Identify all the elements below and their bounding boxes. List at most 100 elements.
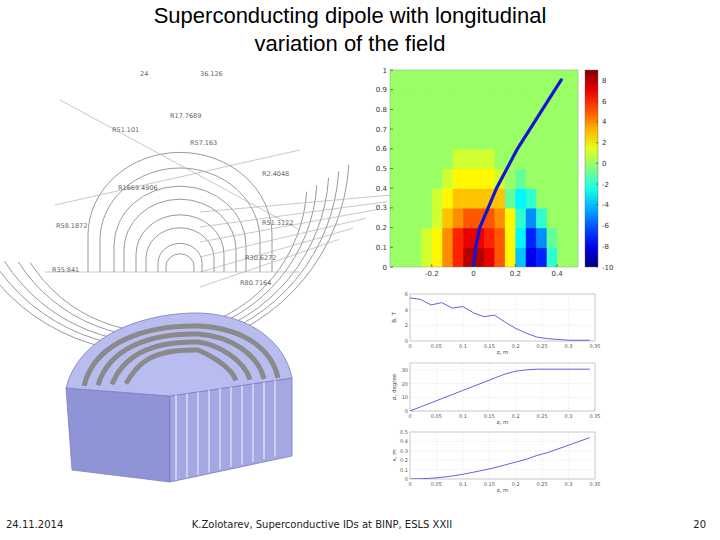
y-tick-label: 0.8: [376, 106, 387, 114]
heatmap-cell: [474, 169, 485, 189]
heatmap-cell: [536, 149, 547, 169]
x-axis-label: z, m: [497, 487, 509, 493]
heatmap-cell: [474, 70, 485, 90]
y-tick-label: 20: [402, 381, 408, 387]
cad-label: R2.4048: [262, 170, 289, 178]
heatmap-cell: [568, 228, 578, 248]
colorbar-tick: [596, 184, 598, 185]
heatmap-cell: [515, 228, 526, 248]
heatmap-cell: [442, 90, 453, 110]
x-tick-label: 0.2: [512, 413, 520, 419]
heatmap-cell: [557, 90, 568, 110]
grid-line: [436, 432, 437, 479]
colorbar-tick-label: 6: [602, 98, 607, 106]
x-tick-label: 0.25: [537, 481, 548, 487]
cad-label: R35.841: [52, 266, 79, 274]
grid-line: [462, 432, 463, 479]
heatmap-cell: [421, 129, 432, 149]
x-tick-label: 0.35: [589, 343, 600, 349]
model-edge: [274, 381, 276, 457]
heatmap-cell: [526, 149, 537, 169]
y-tick-label: 0.2: [400, 457, 408, 463]
x-tick-label: 0.2: [512, 481, 520, 487]
grid-line: [410, 383, 595, 384]
y-tick: [390, 109, 393, 110]
x-tick-label: 0.15: [484, 481, 495, 487]
heatmap-cell: [547, 208, 558, 228]
grid-line: [410, 294, 595, 295]
heatmap-cell: [453, 129, 464, 149]
heatmap-cell: [411, 70, 422, 90]
cad-coil: [136, 215, 224, 272]
x-tick-label: 0.25: [537, 343, 548, 349]
footer: 24.11.2014K.Zolotarev, Superconductive I…: [6, 519, 706, 530]
y-tick-label: 2: [405, 322, 408, 328]
x-tick-label: 0.1: [459, 413, 467, 419]
y-tick-label: 0.3: [400, 448, 408, 454]
model-edge: [197, 392, 199, 475]
slide-canvas: 2436.126R17.7689R51.101R57.163R1669.4906…: [0, 0, 720, 540]
colorbar-tick: [596, 246, 598, 247]
grid-line: [542, 432, 543, 479]
model-edge: [219, 389, 221, 470]
heatmap-cell: [400, 208, 411, 228]
heatmap-cell: [536, 228, 547, 248]
x-axis-label: z, m: [497, 419, 509, 425]
heatmap-cell: [515, 70, 526, 90]
heatmap-cell: [453, 149, 464, 169]
grid-line: [489, 432, 490, 479]
y-tick: [390, 267, 393, 268]
y-tick-label: 0.5: [400, 429, 408, 435]
heatmap-cell: [568, 129, 578, 149]
colorbar-tick: [596, 163, 598, 164]
cad-coil: [100, 168, 260, 272]
heatmap-cell: [484, 70, 495, 90]
cad-line: [55, 150, 300, 205]
heatmap-cell: [400, 149, 411, 169]
line-series: [410, 438, 590, 479]
line-series: [410, 369, 590, 411]
heatmap-cell: [494, 129, 505, 149]
heatmap-cell: [411, 109, 422, 129]
y-tick-label: 0.6: [376, 145, 388, 153]
heatmap-cell: [526, 188, 537, 208]
cad-drawing: 2436.126R17.7689R51.101R57.163R1669.4906…: [0, 70, 395, 352]
heatmap-cell: [568, 169, 578, 189]
x-tick-label: 0.35: [589, 413, 600, 419]
heatmap-cell: [421, 90, 432, 110]
heatmap-cell: [442, 169, 453, 189]
cad-coil: [146, 228, 214, 272]
heatmap-cell: [526, 169, 537, 189]
heatmap-cell: [400, 70, 411, 90]
heatmap-cell: [432, 247, 443, 267]
heatmap-cell: [547, 188, 558, 208]
heatmap-cell: [484, 169, 495, 189]
heatmap-cell: [390, 188, 401, 208]
model-edge: [175, 395, 177, 480]
heatmap-cell: [400, 247, 411, 267]
heatmap-cell: [463, 228, 474, 248]
heatmap-cell: [557, 208, 568, 228]
cad-arc: [30, 192, 306, 333]
x-tick-label: 0.3: [565, 343, 573, 349]
x-tick-label: 0.3: [565, 413, 573, 419]
colorbar-tick-label: -8: [602, 243, 609, 251]
grid-line: [595, 432, 596, 479]
grid-line: [410, 325, 595, 326]
y-tick: [390, 207, 393, 208]
heatmap-cell: [557, 169, 568, 189]
grid-line: [515, 294, 516, 341]
heatmap-cell: [400, 109, 411, 129]
heatmap-cell: [557, 247, 568, 267]
model-coil: [98, 334, 264, 385]
heatmap-cell: [421, 149, 432, 169]
colorbar-tick-label: 2: [602, 139, 606, 147]
heatmap-cell: [505, 109, 516, 129]
grid-line: [462, 363, 463, 411]
line-chart: 00.050.10.150.20.250.30.350246B, Tz, m: [391, 291, 601, 355]
heatmap-cell: [411, 149, 422, 169]
x-tick-label: 0: [408, 413, 411, 419]
x-tick-label: 0.1: [459, 481, 467, 487]
x-tick-label: 0.05: [431, 481, 442, 487]
colorbar-tick: [596, 267, 598, 268]
